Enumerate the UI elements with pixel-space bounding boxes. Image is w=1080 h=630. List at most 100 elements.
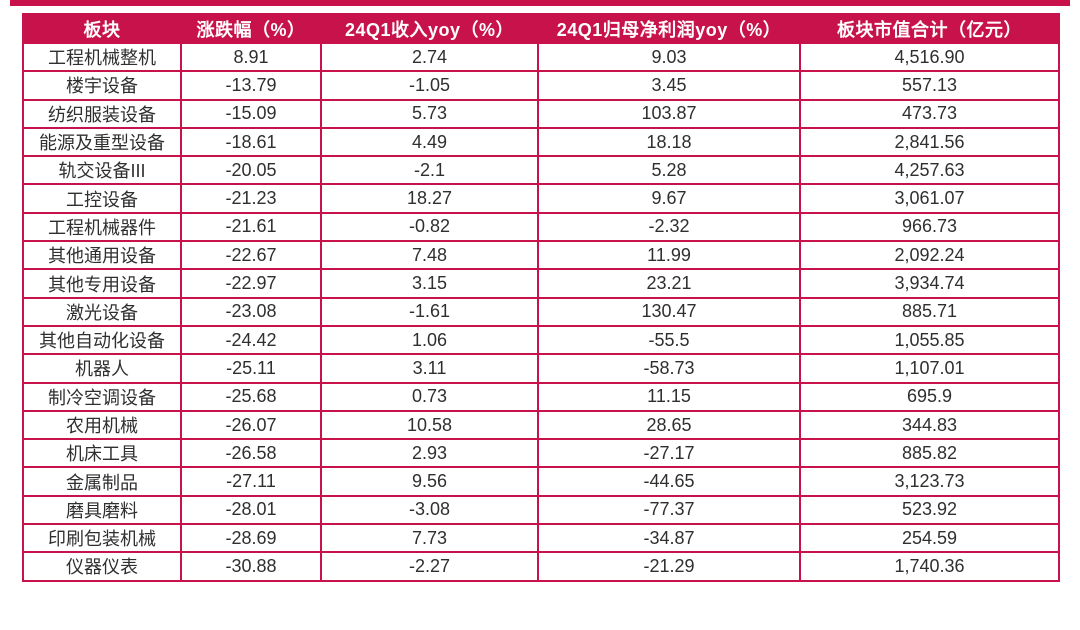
table-row: 楼宇设备 -13.79 -1.05 3.45 557.13: [22, 70, 1060, 101]
cell-marketcap: 1,055.85: [799, 324, 1060, 356]
column-header-marketcap: 板块市值合计（亿元）: [799, 13, 1060, 44]
cell-change: -25.11: [180, 353, 322, 384]
cell-change: -24.42: [180, 324, 322, 356]
table-row: 能源及重型设备 -18.61 4.49 18.18 2,841.56: [22, 126, 1060, 158]
cell-profit: 11.15: [537, 381, 801, 412]
cell-sector: 仪器仪表: [22, 551, 182, 582]
cell-profit: 28.65: [537, 409, 801, 441]
cell-revenue: -1.05: [320, 70, 539, 101]
header-row: 板块 涨跌幅（%） 24Q1收入yoy（%） 24Q1归母净利润yoy（%） 板…: [22, 13, 1060, 44]
cell-change: -18.61: [180, 126, 322, 158]
cell-revenue: 18.27: [320, 183, 539, 214]
table-row: 印刷包装机械 -28.69 7.73 -34.87 254.59: [22, 523, 1060, 554]
table-row: 机床工具 -26.58 2.93 -27.17 885.82: [22, 438, 1060, 469]
cell-profit: -2.32: [537, 211, 801, 243]
cell-change: -26.07: [180, 409, 322, 441]
column-header-sector: 板块: [22, 13, 182, 44]
table-row: 仪器仪表 -30.88 -2.27 -21.29 1,740.36: [22, 551, 1060, 582]
cell-profit: 23.21: [537, 268, 801, 299]
cell-change: -28.01: [180, 494, 322, 526]
cell-profit: -55.5: [537, 324, 801, 356]
table-row: 工程机械整机 8.91 2.74 9.03 4,516.90: [22, 41, 1060, 73]
cell-change: -20.05: [180, 155, 322, 186]
cell-marketcap: 4,516.90: [799, 41, 1060, 73]
cell-change: -28.69: [180, 523, 322, 554]
cell-revenue: 7.73: [320, 523, 539, 554]
cell-profit: -58.73: [537, 353, 801, 384]
table-row: 金属制品 -27.11 9.56 -44.65 3,123.73: [22, 466, 1060, 497]
cell-change: -23.08: [180, 296, 322, 327]
cell-revenue: 3.11: [320, 353, 539, 384]
cell-revenue: -1.61: [320, 296, 539, 327]
cell-change: -30.88: [180, 551, 322, 582]
cell-sector: 其他自动化设备: [22, 324, 182, 356]
cell-profit: 130.47: [537, 296, 801, 327]
cell-change: 8.91: [180, 41, 322, 73]
cell-sector: 农用机械: [22, 409, 182, 441]
cell-profit: 3.45: [537, 70, 801, 101]
column-header-profit-yoy: 24Q1归母净利润yoy（%）: [537, 13, 801, 44]
table-header: 板块 涨跌幅（%） 24Q1收入yoy（%） 24Q1归母净利润yoy（%） 板…: [22, 13, 1060, 44]
table-row: 磨具磨料 -28.01 -3.08 -77.37 523.92: [22, 494, 1060, 526]
cell-profit: -34.87: [537, 523, 801, 554]
column-header-revenue-yoy: 24Q1收入yoy（%）: [320, 13, 539, 44]
table-row: 制冷空调设备 -25.68 0.73 11.15 695.9: [22, 381, 1060, 412]
cell-revenue: -2.27: [320, 551, 539, 582]
cell-revenue: 3.15: [320, 268, 539, 299]
cell-sector: 其他专用设备: [22, 268, 182, 299]
cell-marketcap: 473.73: [799, 98, 1060, 129]
cell-profit: 5.28: [537, 155, 801, 186]
cell-change: -25.68: [180, 381, 322, 412]
cell-revenue: 10.58: [320, 409, 539, 441]
table-row: 农用机械 -26.07 10.58 28.65 344.83: [22, 409, 1060, 441]
cell-sector: 楼宇设备: [22, 70, 182, 101]
cell-marketcap: 344.83: [799, 409, 1060, 441]
cell-sector: 磨具磨料: [22, 494, 182, 526]
sector-performance-table: 板块 涨跌幅（%） 24Q1收入yoy（%） 24Q1归母净利润yoy（%） 板…: [22, 13, 1060, 582]
cell-marketcap: 1,740.36: [799, 551, 1060, 582]
cell-marketcap: 254.59: [799, 523, 1060, 554]
cell-sector: 机器人: [22, 353, 182, 384]
cell-sector: 工程机械整机: [22, 41, 182, 73]
cell-sector: 轨交设备III: [22, 155, 182, 186]
cell-revenue: 2.93: [320, 438, 539, 469]
cell-profit: -21.29: [537, 551, 801, 582]
cell-marketcap: 3,934.74: [799, 268, 1060, 299]
cell-change: -13.79: [180, 70, 322, 101]
cell-sector: 制冷空调设备: [22, 381, 182, 412]
cell-profit: 9.03: [537, 41, 801, 73]
cell-revenue: -0.82: [320, 211, 539, 243]
cell-sector: 激光设备: [22, 296, 182, 327]
cell-revenue: 7.48: [320, 240, 539, 271]
cell-sector: 其他通用设备: [22, 240, 182, 271]
cell-sector: 能源及重型设备: [22, 126, 182, 158]
cell-change: -21.61: [180, 211, 322, 243]
cell-revenue: -2.1: [320, 155, 539, 186]
cell-sector: 印刷包装机械: [22, 523, 182, 554]
cell-revenue: 2.74: [320, 41, 539, 73]
cell-revenue: 0.73: [320, 381, 539, 412]
cell-change: -21.23: [180, 183, 322, 214]
cell-marketcap: 966.73: [799, 211, 1060, 243]
cell-marketcap: 557.13: [799, 70, 1060, 101]
cell-sector: 工程机械器件: [22, 211, 182, 243]
cell-revenue: 1.06: [320, 324, 539, 356]
cell-change: -26.58: [180, 438, 322, 469]
cell-marketcap: 885.82: [799, 438, 1060, 469]
cell-sector: 机床工具: [22, 438, 182, 469]
cell-profit: -44.65: [537, 466, 801, 497]
cell-marketcap: 523.92: [799, 494, 1060, 526]
table-row: 其他自动化设备 -24.42 1.06 -55.5 1,055.85: [22, 324, 1060, 356]
cell-marketcap: 695.9: [799, 381, 1060, 412]
cell-change: -22.97: [180, 268, 322, 299]
column-header-change: 涨跌幅（%）: [180, 13, 322, 44]
cell-profit: 11.99: [537, 240, 801, 271]
cell-change: -15.09: [180, 98, 322, 129]
cell-sector: 金属制品: [22, 466, 182, 497]
cell-profit: 18.18: [537, 126, 801, 158]
cell-marketcap: 3,123.73: [799, 466, 1060, 497]
table-row: 工控设备 -21.23 18.27 9.67 3,061.07: [22, 183, 1060, 214]
table-row: 机器人 -25.11 3.11 -58.73 1,107.01: [22, 353, 1060, 384]
cell-profit: -27.17: [537, 438, 801, 469]
